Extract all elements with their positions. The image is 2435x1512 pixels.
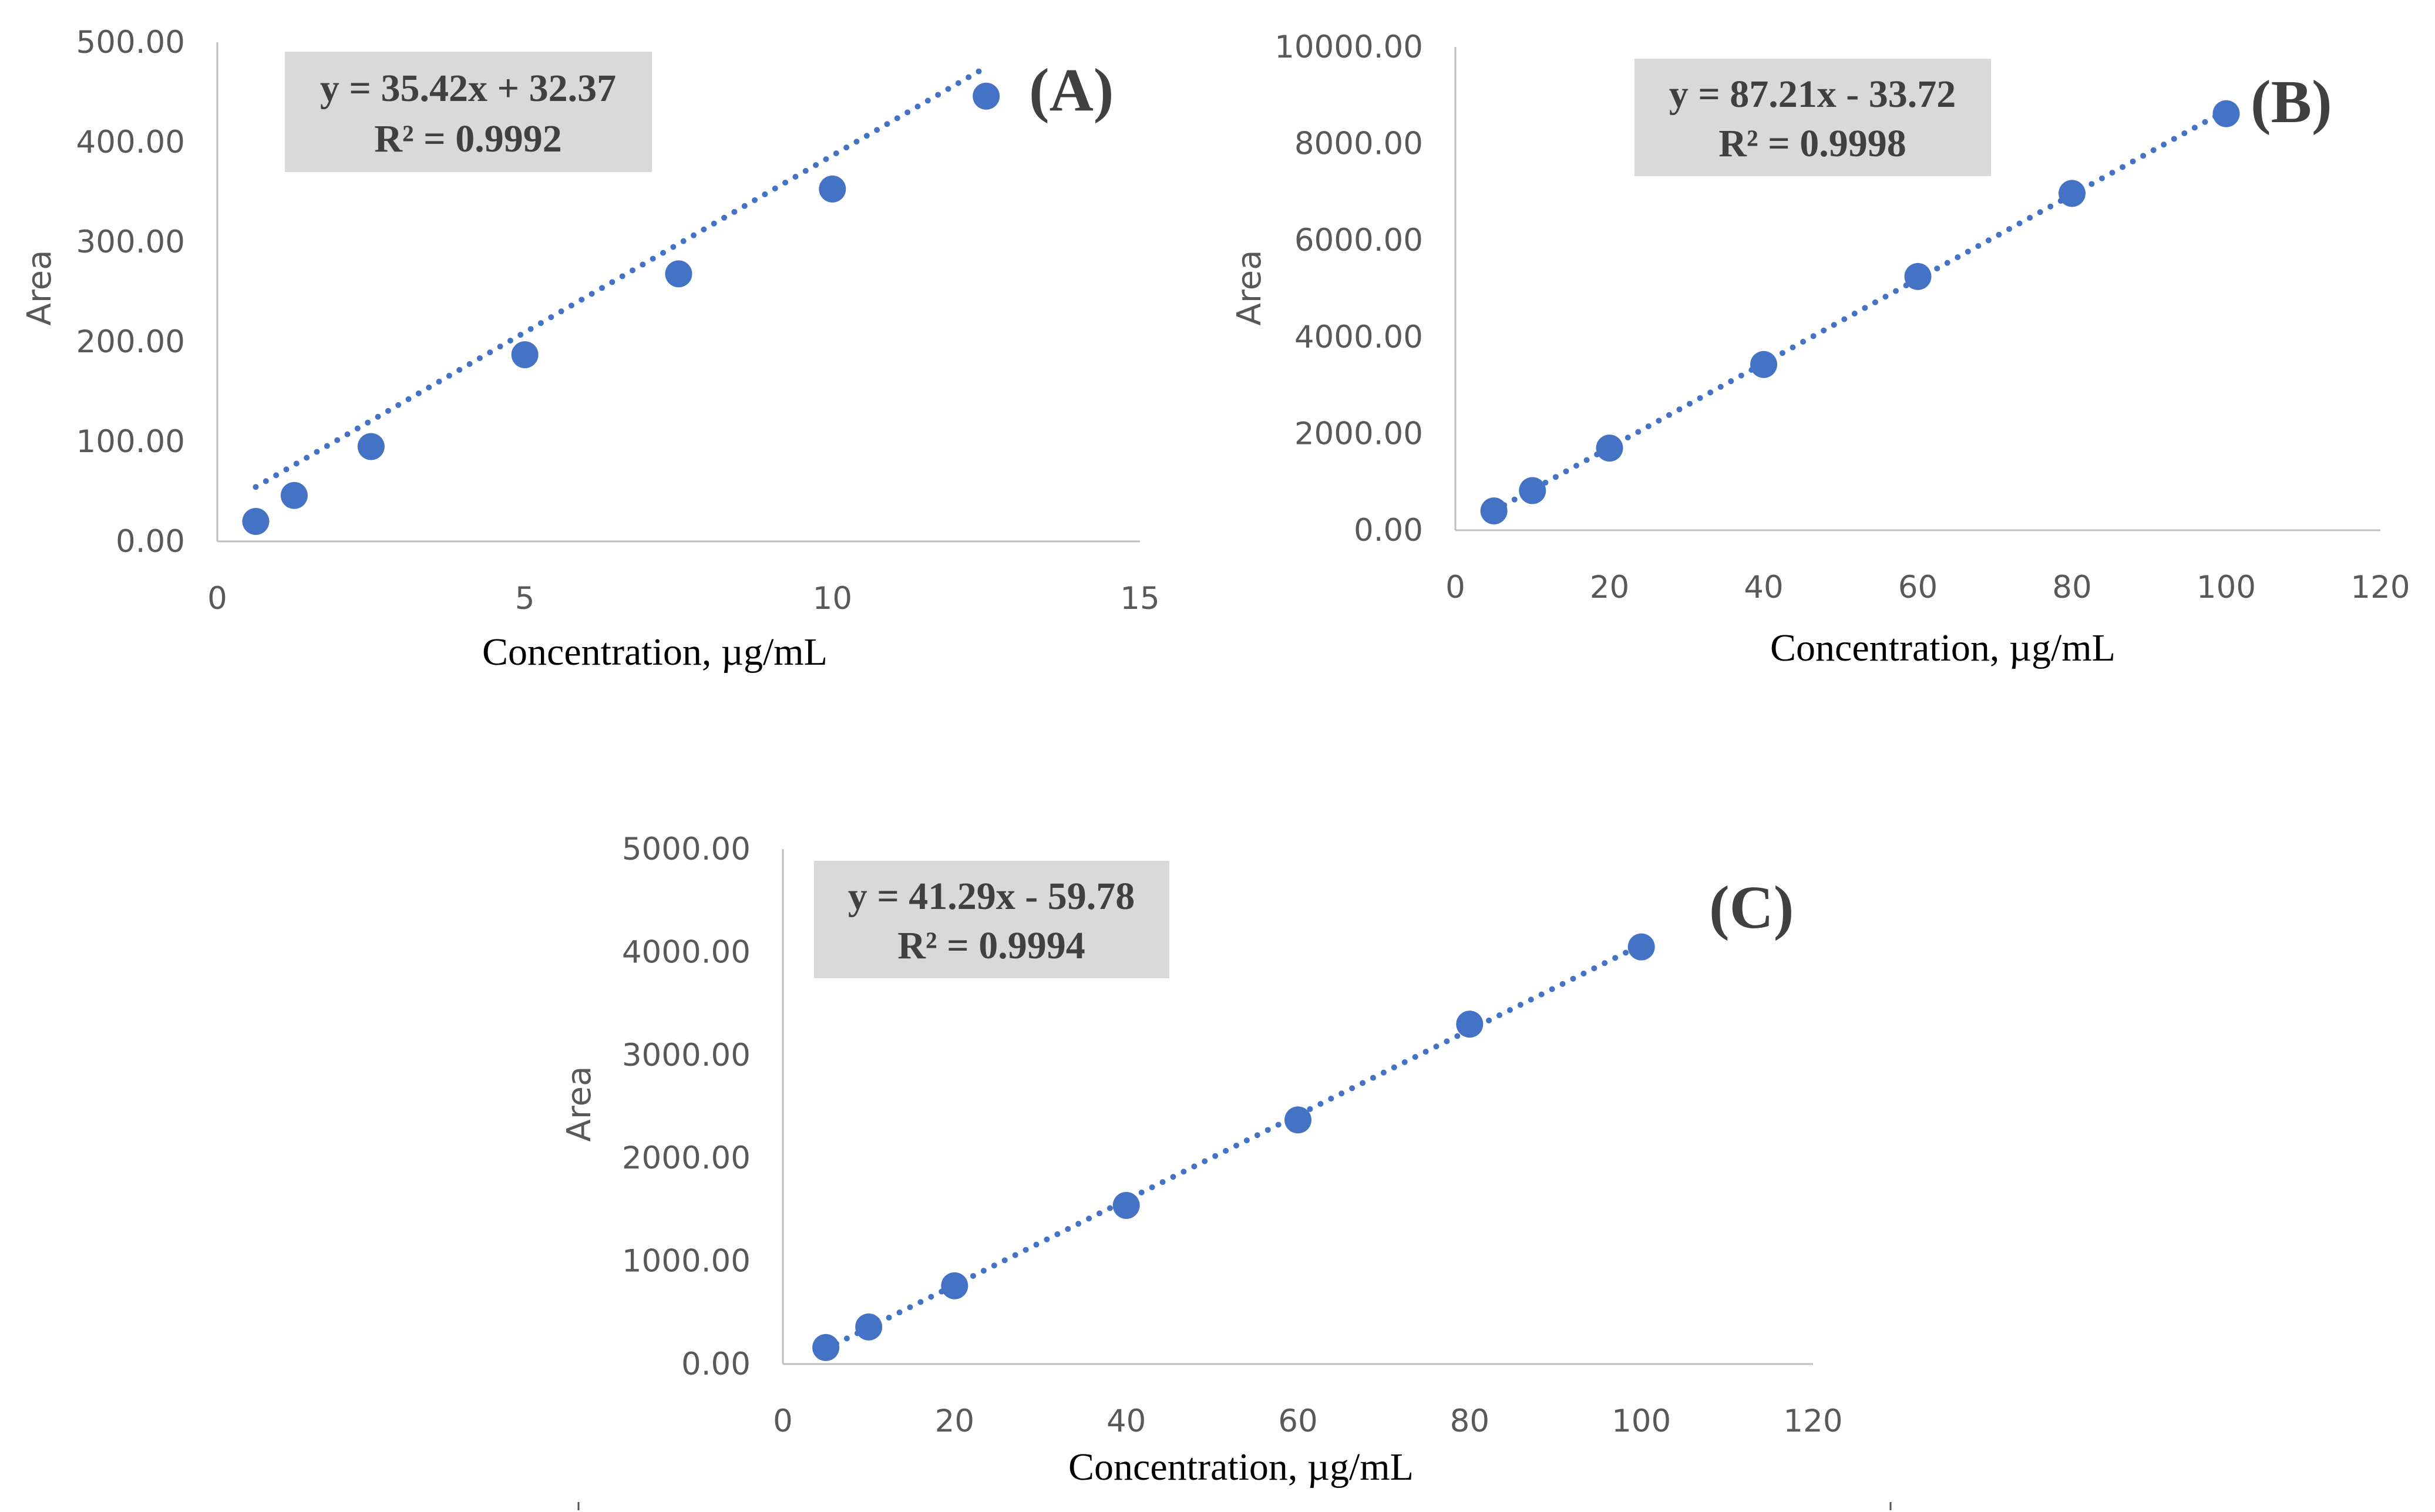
r-squared-label: R² = 0.9998 [1718,122,1906,165]
y-tick-label: 100.00 [76,424,185,460]
equation-label: y = 87.21x - 33.72 [1669,73,1956,116]
x-tick-label: 100 [1612,1403,1671,1439]
x-tick-label: 80 [1450,1403,1489,1439]
x-tick-label: 60 [1278,1403,1317,1439]
x-tick-label: 15 [1120,581,1159,617]
axes: 0.00 1000.00 2000.00 3000.00 4000.00 5000.00 0… [622,831,1843,1439]
x-tick-label: 120 [2350,570,2410,605]
axes: 0.00 100.00 200.00 300.00 400.00 500.00 0 5 10 15 [76,25,1160,617]
data-point [812,1333,840,1361]
data-point [357,433,385,460]
r-squared-label: R² = 0.9994 [897,924,1085,967]
data-point [1596,435,1623,462]
data-point [819,175,846,203]
chart-panel-b: 0.00 2000.00 4000.00 6000.00 8000.00 10000.00… [1230,29,2410,669]
data-point [242,508,270,535]
x-axis-title: Concentration, µg/mL [1770,627,2116,669]
x-tick-label: 0 [773,1403,793,1439]
data-point [511,341,539,369]
y-tick-label: 0.00 [681,1346,751,1382]
data-point [973,82,1000,110]
y-tick-label: 6000.00 [1294,223,1423,258]
y-tick-label: 4000.00 [622,934,751,970]
data-point [1112,1191,1140,1219]
x-tick-label: 5 [515,581,535,617]
trendline [253,64,990,490]
y-tick-label: 2000.00 [1294,416,1423,452]
x-tick-label: 60 [1898,570,1938,605]
x-tick-label: 10 [813,581,852,617]
data-point [280,481,308,509]
panel-label: (B) [2251,68,2332,136]
y-tick-label: 1000.00 [622,1244,751,1279]
chart-panel-a: 0.00 100.00 200.00 300.00 400.00 500.00 0 5 10 15… [21,25,1160,674]
y-tick-label: 0.00 [116,524,185,560]
data-point [1519,477,1546,504]
axes: 0.00 2000.00 4000.00 6000.00 8000.00 10000.00… [1274,29,2410,605]
equation-box [285,52,652,172]
x-tick-label: 20 [935,1403,974,1439]
y-tick-label: 300.00 [76,224,185,260]
data-point [941,1272,968,1299]
x-axis-title: Concentration, µg/mL [1068,1446,1414,1489]
chart-panel-c: 0.00 1000.00 2000.00 3000.00 4000.00 5000.00 0… [560,831,1843,1489]
x-axis-title: Concentration, µg/mL [482,631,828,674]
x-tick-label: 100 [2197,570,2256,605]
x-tick-label: 120 [1783,1403,1842,1439]
equation-box [814,861,1169,978]
data-point [2059,180,2086,207]
equation-label: y = 35.42x + 32.37 [320,67,616,110]
y-tick-label: 400.00 [76,124,185,160]
y-tick-label: 2000.00 [622,1140,751,1176]
data-point [1627,933,1655,961]
data-point [1284,1106,1311,1134]
x-tick-label: 80 [2052,570,2091,605]
x-tick-label: 0 [1445,570,1465,605]
data-point [1904,262,1932,290]
data-point [2212,100,2240,127]
y-tick-label: 200.00 [76,324,185,360]
y-axis-title: Area [560,1066,598,1142]
r-squared-label: R² = 0.9992 [374,117,562,160]
data-point [1750,351,1777,378]
data-point [665,260,692,288]
y-axis-title: Area [1230,250,1269,326]
y-axis-title: Area [21,250,59,326]
panel-label: (A) [1029,56,1114,124]
x-tick-label: 0 [207,581,227,617]
data-point [1480,497,1508,525]
y-tick-label: 3000.00 [622,1038,751,1073]
equation-label: y = 41.29x - 59.78 [848,875,1135,918]
data-point [855,1313,883,1341]
y-tick-label: 8000.00 [1294,126,1423,162]
x-tick-label: 20 [1590,570,1629,605]
x-tick-label: 40 [1106,1403,1146,1439]
x-tick-label: 40 [1744,570,1783,605]
data-point [1456,1011,1484,1038]
y-tick-label: 0.00 [1354,513,1423,548]
panel-label: (C) [1709,874,1794,941]
y-tick-label: 5000.00 [622,831,751,867]
y-tick-label: 10000.00 [1274,29,1423,65]
y-tick-label: 4000.00 [1294,319,1423,355]
y-tick-label: 500.00 [76,25,185,60]
equation-box [1634,59,1991,176]
